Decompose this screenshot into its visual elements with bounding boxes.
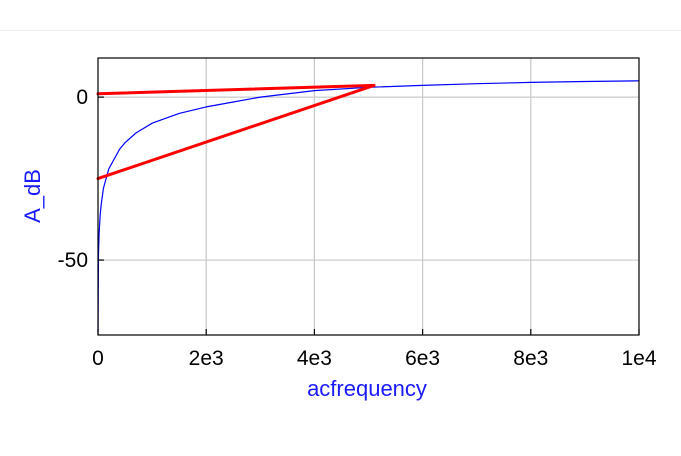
x-axis-title: acfrequency [307,376,427,401]
x-tick-label-4e3: 4e3 [297,347,332,370]
series-layer [96,80,640,333]
plot-frame [97,57,640,336]
tick-labels: 0 2e3 4e3 6e3 8e3 1e4 0 -50 [58,86,657,370]
series-line-0 [97,80,640,333]
x-tick-label-0: 0 [92,347,104,370]
plot-area [98,58,639,335]
y-tick-label--50: -50 [58,249,88,272]
y-tick-label-0: 0 [76,86,88,109]
series-line-2 [96,83,376,181]
series-line-1 [96,83,376,96]
y-axis-title: A_dB [20,169,45,223]
x-tick-label-6e3: 6e3 [405,347,440,370]
grid [98,58,639,335]
x-tick-label-1e4: 1e4 [621,347,656,370]
x-tick-label-2e3: 2e3 [189,347,224,370]
x-tick-label-8e3: 8e3 [513,347,548,370]
